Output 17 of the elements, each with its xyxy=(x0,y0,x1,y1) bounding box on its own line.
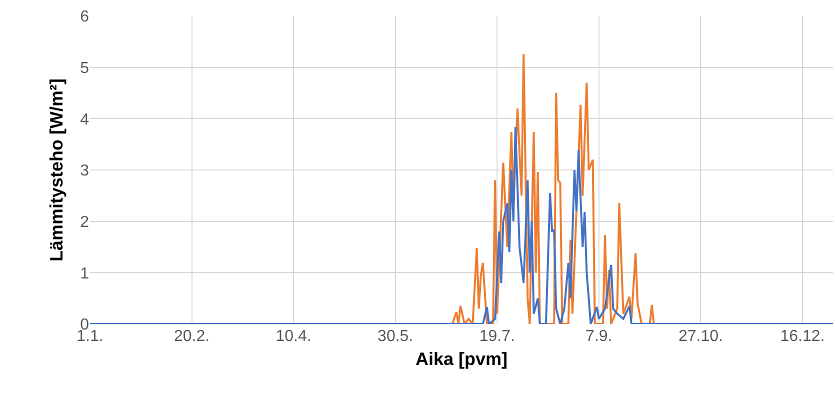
x-axis-title: Aika [pvm] xyxy=(415,349,508,370)
y-tick-label: 5 xyxy=(80,60,90,77)
y-tick-label: 2 xyxy=(80,214,90,231)
x-tick-label: 1.1. xyxy=(76,328,104,345)
y-tick-label: 4 xyxy=(80,111,90,128)
x-tick-label: 7.9. xyxy=(586,328,612,345)
y-tick-label: 1 xyxy=(80,265,90,282)
y-tick-label: 3 xyxy=(80,162,90,180)
x-tick-label: 27.10. xyxy=(678,328,723,345)
x-tick-label: 19.7. xyxy=(479,328,515,345)
y-tick-label: 6 xyxy=(80,8,90,26)
x-tick-label: 16.12. xyxy=(780,328,825,345)
x-tick-label: 20.2. xyxy=(174,328,210,345)
line-series xyxy=(90,126,833,324)
x-tick-label: 10.4. xyxy=(276,328,312,345)
x-tick-label: 30.5. xyxy=(378,328,414,345)
y-axis-title: Lämmitysteho [W/m²] xyxy=(46,78,66,262)
